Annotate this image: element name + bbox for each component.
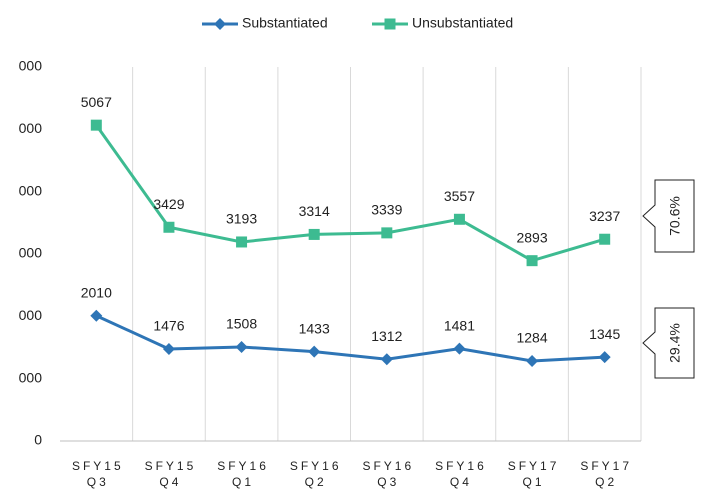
legend-marker xyxy=(214,18,226,30)
y-tick-label: 000 xyxy=(19,307,43,323)
data-label: 3557 xyxy=(444,188,475,204)
data-label: 3237 xyxy=(589,208,620,224)
point-marker xyxy=(598,351,611,364)
point-marker xyxy=(162,342,175,355)
data-label: 1312 xyxy=(371,328,402,344)
point-marker xyxy=(90,309,103,322)
point-marker xyxy=(526,255,538,267)
series-line xyxy=(95,124,606,263)
point-marker xyxy=(453,342,466,355)
point-marker xyxy=(380,353,393,366)
legend-label: Unsubstantiated xyxy=(412,15,513,31)
data-label: 3339 xyxy=(371,202,402,218)
x-tick-label: SFY15 Q4 xyxy=(144,459,197,489)
series-line xyxy=(95,314,605,363)
x-tick-label: SFY16 Q2 xyxy=(289,459,342,489)
x-tick-label: SFY16 Q1 xyxy=(217,459,269,489)
data-label: 3429 xyxy=(153,196,184,212)
y-tick-label: 000 xyxy=(19,369,43,385)
data-label: 1476 xyxy=(153,318,184,334)
x-tick-label: SFY15 Q3 xyxy=(71,459,124,489)
data-label: 3314 xyxy=(299,203,330,219)
point-marker xyxy=(381,227,393,239)
point-marker xyxy=(236,236,248,248)
x-tick-label: SFY16 Q3 xyxy=(362,459,415,489)
x-tick-label: SFY17 Q1 xyxy=(507,459,560,489)
data-label: 1481 xyxy=(444,317,475,333)
x-tick-label: SFY17 Q2 xyxy=(580,459,633,489)
data-label: 1433 xyxy=(299,320,330,336)
y-tick-label: 000 xyxy=(19,182,43,198)
point-marker xyxy=(453,213,465,225)
data-label: 2893 xyxy=(516,229,547,245)
data-label: 1345 xyxy=(589,326,620,342)
callout-label: 29.4% xyxy=(667,323,683,363)
data-label: 1508 xyxy=(226,316,257,332)
point-marker xyxy=(526,354,539,367)
point-marker xyxy=(308,345,321,358)
data-label: 3193 xyxy=(226,211,257,227)
y-tick-label: 000 xyxy=(19,245,43,261)
legend-label: Substantiated xyxy=(242,15,328,31)
point-marker xyxy=(90,119,102,131)
point-marker xyxy=(163,221,175,233)
point-marker xyxy=(599,233,611,245)
y-tick-label: 000 xyxy=(19,120,43,136)
x-tick-label: SFY16 Q4 xyxy=(435,459,487,489)
callout-box xyxy=(642,307,695,379)
data-label: 5067 xyxy=(81,94,112,110)
legend-marker xyxy=(384,18,396,30)
callout-box xyxy=(642,179,695,253)
point-marker xyxy=(235,341,248,354)
point-marker xyxy=(308,228,320,240)
y-tick-label: 0 xyxy=(34,432,42,448)
callout-label: 70.6% xyxy=(667,196,683,236)
data-label: 2010 xyxy=(81,284,112,300)
data-label: 1284 xyxy=(516,330,547,346)
y-tick-label: 000 xyxy=(19,58,43,74)
